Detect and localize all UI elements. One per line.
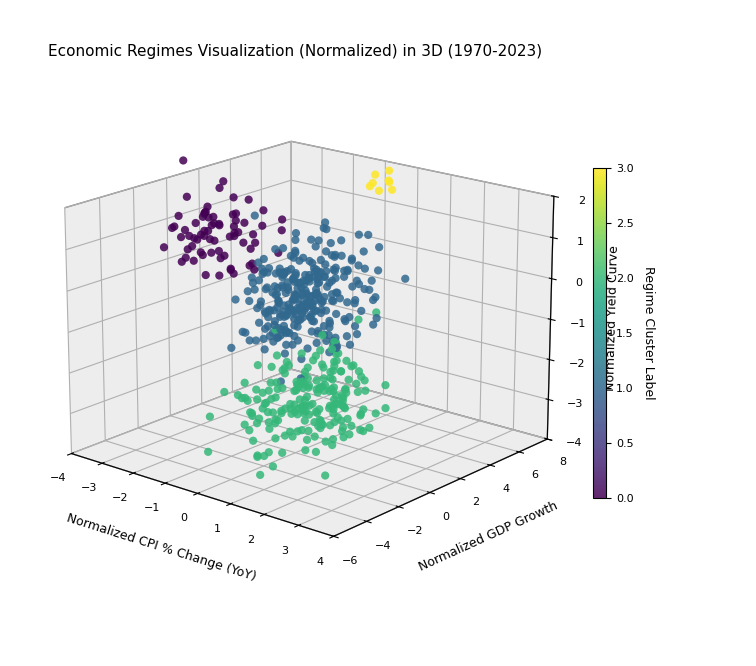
X-axis label: Normalized CPI % Change (YoY): Normalized CPI % Change (YoY) xyxy=(65,511,257,583)
Text: Economic Regimes Visualization (Normalized) in 3D (1970-2023): Economic Regimes Visualization (Normaliz… xyxy=(48,44,543,59)
Y-axis label: Normalized GDP Growth: Normalized GDP Growth xyxy=(417,500,559,574)
Y-axis label: Regime Cluster Label: Regime Cluster Label xyxy=(642,266,655,400)
